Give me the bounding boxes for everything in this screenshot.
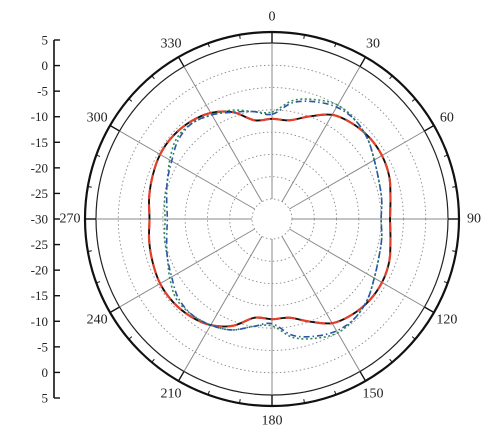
radial-tick-label: -5 — [37, 339, 48, 354]
angle-tick-label: 180 — [262, 414, 283, 429]
radial-tick-label: -20 — [31, 160, 48, 175]
angle-minor-tick — [443, 154, 448, 157]
angle-tick-label: 300 — [87, 111, 108, 126]
grid-spoke — [119, 228, 255, 308]
radial-tick-label: -10 — [31, 109, 48, 124]
polar-grid — [83, 30, 461, 408]
grid-spoke — [281, 66, 361, 202]
radial-tick-label: -25 — [31, 186, 48, 201]
grid-spoke — [183, 66, 263, 202]
angle-minor-tick — [334, 43, 337, 48]
angle-tick-label: 120 — [436, 313, 457, 328]
angle-tick-label: 0 — [269, 10, 276, 25]
angle-tick — [109, 306, 120, 314]
radial-tick-label: 5 — [42, 391, 49, 406]
radial-tick-label: 5 — [42, 33, 49, 48]
angle-tick — [424, 306, 435, 314]
angle-minor-tick — [128, 98, 133, 102]
angle-tick — [177, 371, 185, 382]
angle-minor-tick — [411, 98, 416, 102]
angle-minor-tick — [303, 399, 305, 404]
radial-tick-label: -15 — [31, 135, 48, 150]
angle-minor-tick — [87, 250, 92, 252]
grid-spoke — [289, 228, 425, 308]
angle-tick — [359, 56, 367, 67]
angle-minor-tick — [303, 34, 305, 39]
radial-axis: 5 0 -5 -10 -15 -20 -25 -30 -25 -20 -15 -10 -5 0 5 — [31, 33, 60, 406]
angle-minor-tick — [452, 186, 457, 188]
series-line-dash-dot — [165, 100, 383, 338]
angle-tick-label: 30 — [366, 37, 380, 52]
angle-minor-tick — [389, 358, 393, 363]
angle-tick — [109, 124, 120, 132]
radial-tick-label: 0 — [42, 58, 49, 73]
angle-tick-label: 240 — [87, 313, 108, 328]
radial-tick-label: -5 — [37, 84, 48, 99]
angle-minor-tick — [96, 281, 101, 284]
angle-tick — [424, 124, 435, 132]
angle-minor-tick — [151, 358, 155, 363]
radial-tick-label: -30 — [31, 212, 48, 227]
angle-tick-label: 90 — [467, 212, 481, 227]
angle-minor-tick — [151, 75, 155, 80]
angle-tick — [359, 371, 367, 382]
grid-spoke — [289, 130, 425, 210]
angle-tick-label: 210 — [161, 386, 182, 401]
angle-minor-tick — [443, 281, 448, 284]
series-layer — [147, 98, 392, 340]
angle-minor-tick — [411, 336, 416, 340]
angle-minor-tick — [128, 336, 133, 340]
grid-spoke — [183, 236, 263, 372]
angle-tick-label: 150 — [363, 386, 384, 401]
angle-tick — [177, 56, 185, 67]
radial-tick-label: -10 — [31, 314, 48, 329]
grid-spoke — [281, 236, 361, 372]
angle-minor-tick — [452, 250, 457, 252]
grid-ring — [251, 198, 293, 240]
angle-minor-tick — [239, 34, 241, 39]
angle-labels: 0 30 60 90 120 150 180 210 240 270 300 330 — [60, 10, 482, 429]
radial-tick-label: 0 — [42, 365, 49, 380]
angle-tick-label: 60 — [440, 111, 454, 126]
angle-minor-tick — [389, 75, 393, 80]
grid-spoke — [119, 130, 255, 210]
radial-tick-label: -25 — [31, 237, 48, 252]
angle-minor-tick — [239, 399, 241, 404]
angle-minor-tick — [334, 390, 337, 395]
radial-tick-label: -20 — [31, 263, 48, 278]
angle-minor-tick — [96, 154, 101, 157]
series-line-dashed — [147, 110, 392, 328]
angle-minor-tick — [207, 390, 210, 395]
angle-minor-tick — [207, 43, 210, 48]
radial-tick-label: -15 — [31, 288, 48, 303]
angle-minor-tick — [87, 186, 92, 188]
angle-tick-label: 330 — [161, 37, 182, 52]
angle-tick-label: 270 — [60, 212, 81, 227]
